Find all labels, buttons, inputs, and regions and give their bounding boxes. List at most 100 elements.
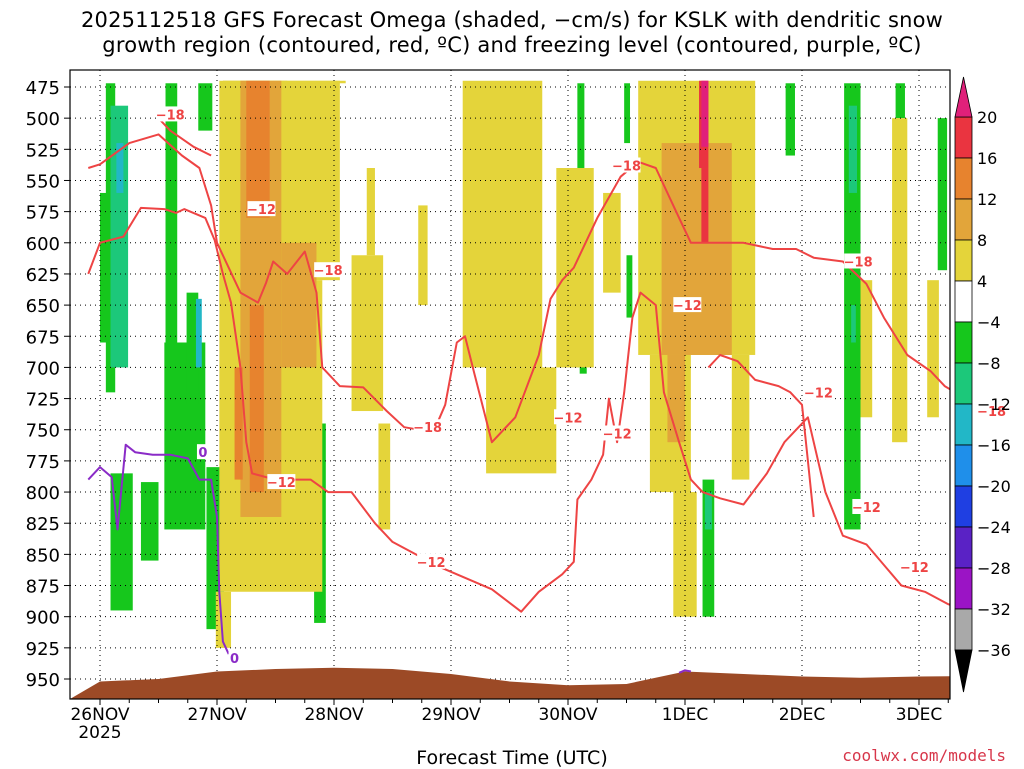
colorbar-bin xyxy=(954,157,973,200)
colorbar-label: −12 xyxy=(977,395,1011,414)
colorbar-bin xyxy=(954,116,973,159)
omega-cell xyxy=(937,118,948,271)
y-tick-label: 925 xyxy=(26,639,60,660)
x-tick-label: 3DEC xyxy=(896,705,943,725)
colorbar-label: 4 xyxy=(977,272,987,291)
terrain xyxy=(70,667,950,699)
contour-labels: −18 −12 −18 −12 −18 −12 −12 −12 −18 −12 −12 −12 −18 −… xyxy=(156,106,1006,667)
omega-cell xyxy=(704,492,712,530)
contour-label-bg xyxy=(804,384,833,400)
chart-title-line-2: growth region (contoured, red, ºC) and f… xyxy=(102,33,922,57)
contour-label-bg xyxy=(413,419,442,435)
omega-cell xyxy=(100,192,109,343)
colorbar-label: −24 xyxy=(977,518,1011,537)
omega-cell xyxy=(860,280,873,418)
x-tick-label: 29NOV xyxy=(421,705,480,725)
omega-cell xyxy=(246,80,270,218)
omega-cell xyxy=(626,255,633,318)
contour-label-bg xyxy=(156,106,185,122)
y-tick-label: 650 xyxy=(26,296,60,317)
omega-cell xyxy=(603,192,621,293)
y-tick-label: 850 xyxy=(26,545,60,566)
y-tick-label: 825 xyxy=(26,514,60,535)
contour-label-bg xyxy=(267,474,296,490)
colorbar-bin xyxy=(954,485,973,528)
x-tick-label: 2DEC xyxy=(779,705,826,725)
dotted-grid xyxy=(70,70,950,699)
freezing-level-0-b-contour xyxy=(678,669,692,674)
x-tick-label: 30NOV xyxy=(538,705,597,725)
omega-cell xyxy=(198,83,213,131)
omega-cell xyxy=(624,83,631,144)
y-tick-label: 625 xyxy=(26,265,60,286)
freezing-level-0-contour xyxy=(87,443,230,655)
x-tick-label: 1DEC xyxy=(662,705,709,725)
colorbar-label: −32 xyxy=(977,600,1011,619)
colorbar-bin xyxy=(954,444,973,487)
omega-cell xyxy=(351,255,384,412)
omega-cell xyxy=(195,298,202,368)
omega-cell xyxy=(186,292,199,405)
contour-label-bg xyxy=(417,553,446,569)
omega-cell xyxy=(281,242,317,368)
contour-label-bg xyxy=(612,157,641,173)
colorbar-bin xyxy=(954,362,973,405)
contour-label: −12 xyxy=(603,427,632,442)
contour-label-bg xyxy=(844,253,873,269)
omega-cell xyxy=(892,118,908,443)
contour-label: 0 xyxy=(198,446,207,461)
colorbar-bin xyxy=(954,280,973,323)
contour-label: −12 xyxy=(673,299,702,314)
omega-cell xyxy=(110,105,129,368)
omega-cell xyxy=(165,83,178,368)
contour-label: −18 xyxy=(314,264,343,279)
y-tick-label: 950 xyxy=(26,670,60,691)
y-tick-label: 775 xyxy=(26,452,60,473)
x-tick-label: 27NOV xyxy=(187,705,246,725)
omega-cell xyxy=(486,367,557,474)
contour-label-bg xyxy=(900,558,929,574)
contour-label: −12 xyxy=(554,411,583,426)
y-tick-label: 750 xyxy=(26,421,60,442)
colorbar-bin xyxy=(954,403,973,446)
contour-label: −18 xyxy=(156,108,185,123)
contour-label: −12 xyxy=(852,501,881,516)
colorbar-top-cap xyxy=(954,76,973,118)
dgz-minus12-right-contour xyxy=(707,354,815,518)
omega-cell xyxy=(927,280,939,418)
site-credit: coolwx.com/models xyxy=(842,746,1006,765)
x-tick-label: 26NOV xyxy=(70,705,129,725)
contour-label: −12 xyxy=(900,561,929,576)
y-tick-label: 800 xyxy=(26,483,60,504)
contour-label-bg xyxy=(603,425,632,441)
colorbar-bin xyxy=(954,567,973,610)
colorbar-bin xyxy=(954,608,973,651)
contour-label-bg xyxy=(247,201,276,217)
y-tick-label: 575 xyxy=(26,203,60,224)
omega-cell xyxy=(234,367,243,480)
colorbar-label: 8 xyxy=(977,231,987,250)
contour-label: −18 xyxy=(612,160,641,175)
y-tick-label: 600 xyxy=(26,234,60,255)
contour-label: −18 xyxy=(413,421,442,436)
colorbar-label: −28 xyxy=(977,559,1011,578)
colorbar-bin xyxy=(954,321,973,364)
y-tick-label: 875 xyxy=(26,577,60,598)
colorbar-bin xyxy=(954,198,973,241)
colorbar-bottom-cap xyxy=(954,649,973,693)
contour-label-bg xyxy=(554,409,582,425)
omega-cell xyxy=(206,467,221,630)
omega-cell xyxy=(100,492,105,530)
chart-title-line-1: 2025112518 GFS Forecast Omega (shaded, −… xyxy=(80,8,944,32)
omega-cell xyxy=(701,168,709,243)
omega-cell xyxy=(556,168,594,368)
omega-cell xyxy=(378,423,391,530)
omega-cell xyxy=(785,83,795,156)
omega-cell xyxy=(848,105,857,193)
contour-label: −12 xyxy=(804,386,833,401)
contour-label-bg xyxy=(228,649,241,665)
omega-cell xyxy=(1013,81,1024,143)
terrain-fill xyxy=(70,667,950,699)
